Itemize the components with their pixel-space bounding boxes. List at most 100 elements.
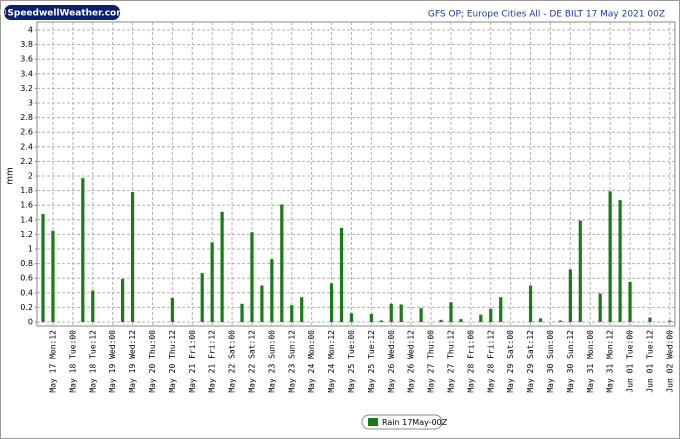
bar	[170, 297, 174, 322]
bar	[499, 297, 503, 322]
x-tick-label: May 26 Wed:00	[387, 330, 396, 393]
x-tick-label: May 27 Thu:12	[446, 330, 455, 393]
y-tick-label: 1.6	[20, 201, 33, 210]
x-tick-label: May 20 Thu:12	[168, 330, 177, 393]
y-tick-label: 1	[28, 245, 33, 254]
x-tick-label: May 28 Fri:00	[466, 330, 475, 393]
plot-frame	[36, 21, 676, 327]
x-tick-label: May 27 Thu:00	[427, 330, 436, 393]
bar	[578, 220, 582, 322]
bar	[339, 227, 344, 322]
y-tick-label: 3.8	[20, 40, 33, 49]
x-tick-label: May 30 Sun:00	[546, 330, 555, 393]
y-tick-label: 0.4	[20, 288, 33, 297]
bar	[449, 302, 453, 322]
y-tick-label: 0.2	[20, 303, 33, 312]
x-tick-label: Jun 01 Tue:12	[645, 330, 654, 393]
x-tick-label: May 30 Sun:12	[566, 330, 575, 393]
bar	[329, 283, 334, 322]
y-tick-label: 3.4	[20, 69, 33, 78]
y-tick-label: 2.8	[20, 113, 33, 122]
x-tick-label: May 21 Fri:12	[208, 330, 217, 393]
x-tick-label: May 19 Wed:00	[108, 330, 117, 393]
chart-title: GFS OP; Europe Cities All - DE BILT 17 M…	[428, 10, 665, 20]
bar	[389, 303, 393, 322]
y-tick-label: 2.4	[20, 142, 33, 151]
x-tick-label: May 25 Tue:12	[367, 330, 376, 393]
bar	[290, 305, 294, 322]
bar	[369, 313, 373, 322]
bar	[260, 285, 264, 322]
y-tick-label: 2.2	[20, 157, 33, 166]
bar	[41, 213, 45, 322]
bar	[250, 232, 254, 322]
bar	[489, 308, 493, 322]
x-tick-label: May 21 Fri:00	[188, 330, 197, 393]
bar	[379, 320, 383, 322]
bar	[130, 192, 135, 322]
y-tick-label: 3	[28, 99, 33, 108]
x-tick-label: Jun 02 Wed:00	[665, 330, 674, 393]
bar	[618, 200, 622, 322]
x-tick-label: May 25 Tue:00	[347, 330, 356, 393]
y-tick-label: 4	[28, 26, 33, 35]
bar	[479, 314, 483, 322]
y-tick-label: 1.8	[20, 186, 33, 195]
x-tick-label: May 22 Sat:12	[247, 330, 256, 393]
bar	[608, 191, 612, 322]
x-tick-label: May 22 Sat:00	[228, 330, 237, 393]
bar	[628, 281, 632, 322]
bar	[91, 290, 95, 322]
y-tick-label: 0.8	[20, 259, 33, 268]
legend-box	[361, 414, 443, 430]
bar	[51, 230, 55, 322]
y-tick-label: 1.4	[20, 215, 33, 224]
bar	[220, 211, 224, 322]
bar	[300, 297, 304, 322]
bar	[668, 320, 672, 322]
y-tick-label: 3.2	[20, 84, 33, 93]
x-tick-label: May 24 Mon:00	[307, 330, 316, 393]
x-tick-label: May 31 Mon:12	[606, 330, 615, 393]
bar	[200, 273, 204, 322]
x-tick-label: May 29 Sat:12	[526, 330, 535, 393]
bar	[399, 304, 403, 322]
bar	[349, 313, 354, 322]
x-tick-label: May 18 Tue:00	[68, 330, 77, 393]
y-tick-label: 1.2	[20, 230, 33, 239]
x-tick-label: May 18 Tue:12	[88, 330, 97, 393]
bar	[210, 242, 214, 322]
x-tick-label: May 19 Wed:12	[128, 330, 137, 393]
bar	[558, 320, 562, 322]
y-axis-label: mm	[6, 167, 16, 185]
bar	[598, 293, 602, 322]
bar	[439, 319, 443, 322]
y-tick-label: 0.6	[20, 274, 33, 283]
x-tick-label: May 23 Sun:12	[287, 330, 296, 393]
x-tick-label: May 26 Wed:12	[407, 330, 416, 393]
bar	[280, 204, 284, 322]
x-tick-label: May 23 Sun:00	[267, 330, 276, 393]
y-tick-label: 3.6	[20, 55, 33, 64]
legend-label: Rain 17May-00Z	[382, 418, 448, 427]
logo: ©SpeedwellWeather.com	[0, 9, 126, 19]
bar	[81, 178, 85, 322]
x-tick-label: May 31 Mon:00	[586, 330, 595, 393]
bar	[270, 259, 274, 322]
bar	[648, 317, 652, 322]
x-tick-label: May 20 Thu:00	[148, 330, 157, 393]
y-tick-label: 2.6	[20, 128, 33, 137]
x-tick-label: Jun 01 Tue:00	[626, 330, 635, 393]
x-tick-label: May 24 Mon:12	[327, 330, 336, 393]
y-tick-label: 2	[28, 172, 33, 181]
bar	[568, 269, 572, 322]
bar	[459, 319, 463, 322]
bar	[240, 303, 244, 322]
x-tick-label: May 28 Fri:12	[486, 330, 495, 393]
legend-swatch	[368, 418, 378, 426]
logo-box	[4, 5, 120, 20]
y-tick-label: 0	[28, 318, 33, 327]
x-tick-label: May 17 Mon:12	[48, 330, 57, 393]
x-tick-label: May 29 Sat:00	[506, 330, 515, 393]
